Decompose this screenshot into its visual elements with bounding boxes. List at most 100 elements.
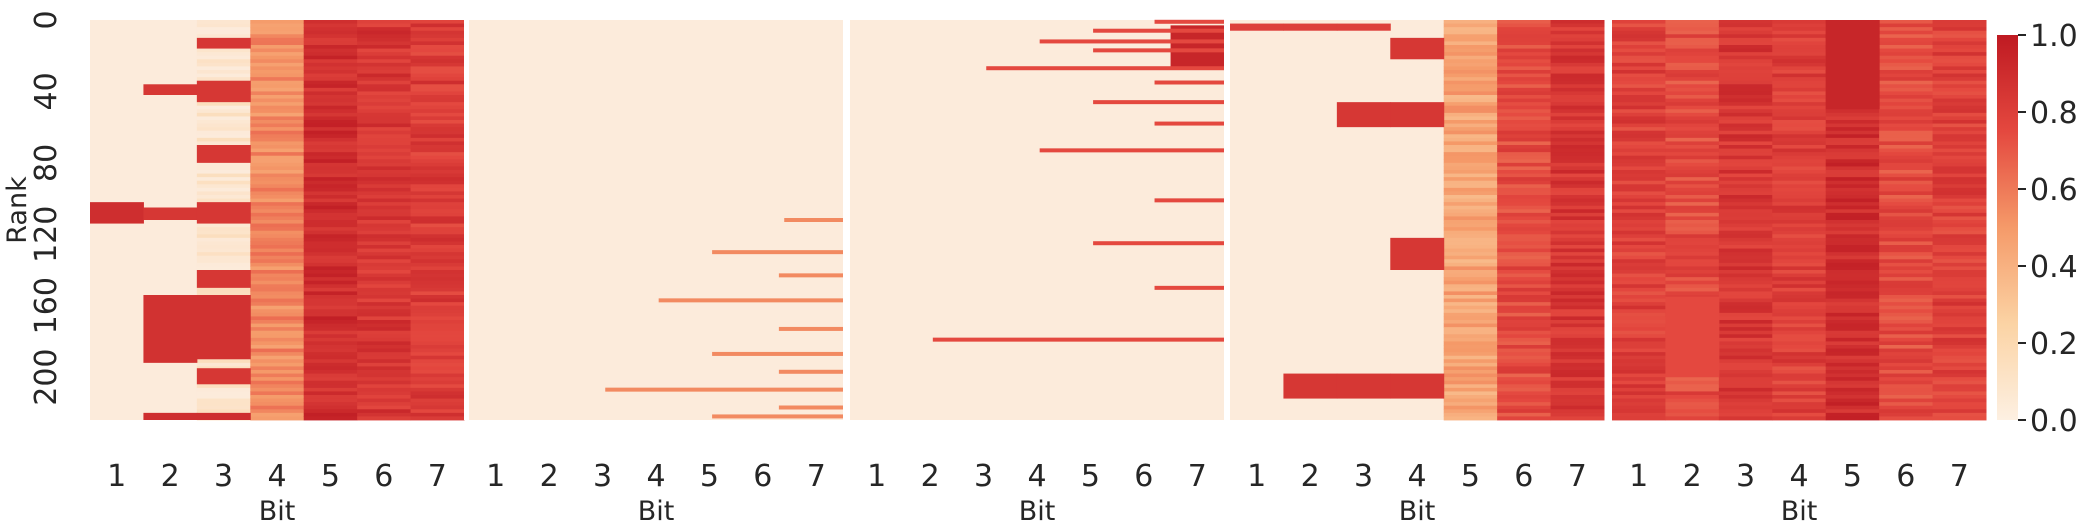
heatmap-cell	[1443, 123, 1498, 128]
heatmap-cell	[357, 59, 412, 64]
heatmap-cell	[1443, 162, 1498, 167]
heatmap-cell	[1932, 45, 1987, 49]
heatmap-cell	[1665, 223, 1720, 228]
heatmap-cell	[303, 305, 358, 310]
heatmap-cell	[1612, 395, 1666, 399]
heatmap-cell	[196, 48, 251, 53]
heatmap-cell	[1665, 105, 1720, 110]
heatmap-cell	[1772, 237, 1827, 242]
heatmap-cell	[1718, 170, 1773, 174]
heatmap-cell	[410, 284, 465, 289]
heatmap-cell	[1497, 220, 1552, 224]
heatmap-cell	[357, 330, 412, 335]
heatmap-cell	[1772, 134, 1827, 139]
heatmap-cell	[1443, 412, 1498, 417]
heatmap-cell	[303, 202, 358, 207]
heatmap-cell	[196, 259, 251, 264]
heatmap-cell	[1879, 273, 1934, 278]
heatmap-cell	[250, 255, 305, 260]
heatmap-cell	[1879, 130, 1934, 135]
heatmap-cell	[1879, 330, 1934, 335]
heatmap-cell	[1443, 337, 1498, 342]
heatmap-cell	[1665, 87, 1720, 92]
heatmap-cell	[196, 105, 251, 110]
heatmap-cell	[1443, 84, 1498, 89]
heatmap-cell	[1932, 137, 1987, 142]
heatmap-cell	[1550, 252, 1605, 257]
heatmap-cell	[1665, 180, 1720, 185]
heatmap-cell	[1772, 216, 1827, 221]
heatmap-line	[784, 218, 843, 222]
heatmap-cell	[1879, 384, 1934, 389]
heatmap-cell	[1443, 198, 1498, 203]
heatmap-cell	[1550, 387, 1605, 392]
heatmap-cell	[1879, 41, 1934, 46]
heatmap-band	[1230, 23, 1284, 31]
heatmap-cell	[1443, 109, 1498, 114]
heatmap-cell	[1497, 55, 1552, 60]
heatmap-cell	[1443, 216, 1498, 221]
heatmap-cell	[1443, 259, 1498, 264]
x-tick-label: 6	[753, 459, 772, 494]
heatmap-cell	[250, 341, 305, 346]
heatmap-band	[1390, 37, 1445, 60]
heatmap-cell	[1550, 220, 1605, 224]
heatmap-cell	[250, 209, 305, 214]
heatmap-cell	[1718, 180, 1773, 185]
heatmap-cell	[1825, 202, 1880, 207]
heatmap-cell	[1772, 159, 1827, 164]
heatmap-cell	[1550, 402, 1605, 407]
heatmap-cell	[1550, 305, 1605, 310]
heatmap-cell	[196, 30, 251, 35]
heatmap-cell	[357, 223, 412, 228]
heatmap-cell	[1879, 323, 1934, 328]
x-tick-label: 5	[1081, 459, 1100, 494]
heatmap-panel-2	[469, 20, 843, 420]
heatmap-cell	[1497, 273, 1552, 278]
heatmap-cell	[250, 223, 305, 228]
heatmap-cell	[1443, 116, 1498, 121]
heatmap-cell	[1550, 295, 1605, 299]
heatmap-cell	[1825, 320, 1880, 324]
heatmap-cell	[357, 284, 412, 289]
heatmap-cell	[410, 212, 465, 217]
heatmap-cell	[1550, 341, 1605, 346]
heatmap-cell	[1497, 245, 1552, 249]
heatmap-cell	[303, 262, 358, 267]
heatmap-cell	[1772, 359, 1827, 364]
heatmap-cell	[303, 180, 358, 185]
heatmap-cell	[250, 259, 305, 264]
heatmap-cell	[1497, 266, 1552, 271]
heatmap-cell	[1825, 112, 1880, 117]
heatmap-cell	[1612, 266, 1666, 271]
heatmap-cell	[1772, 80, 1827, 85]
heatmap-cell	[1497, 252, 1552, 257]
heatmap-cell	[1665, 109, 1720, 114]
heatmap-cell	[1550, 130, 1605, 135]
x-tick-label: 6	[1896, 459, 1915, 494]
heatmap-cell	[1550, 373, 1605, 378]
heatmap-cell	[357, 280, 412, 285]
heatmap-cell	[410, 295, 465, 299]
heatmap-cell	[1772, 227, 1827, 232]
heatmap-cell	[1825, 370, 1880, 374]
heatmap-cell	[410, 273, 465, 278]
heatmap-cell	[1443, 295, 1498, 299]
heatmap-cell	[1497, 416, 1552, 421]
heatmap-cell	[410, 98, 465, 103]
heatmap-cell	[250, 48, 305, 53]
heatmap-line	[1039, 148, 1224, 153]
heatmap-cell	[357, 248, 412, 253]
heatmap-cell	[1932, 209, 1987, 214]
heatmap-cell	[1550, 41, 1605, 46]
heatmap-cell	[1932, 255, 1987, 260]
heatmap-cell	[1718, 384, 1773, 389]
x-tick-label: 2	[161, 459, 180, 494]
heatmap-cell	[1612, 198, 1666, 203]
heatmap-cell	[1497, 366, 1552, 371]
heatmap-cell	[1550, 177, 1605, 182]
heatmap-cell	[303, 87, 358, 92]
heatmap-cell	[1879, 20, 1934, 24]
heatmap-cell	[303, 30, 358, 35]
heatmap-cell	[1825, 227, 1880, 232]
